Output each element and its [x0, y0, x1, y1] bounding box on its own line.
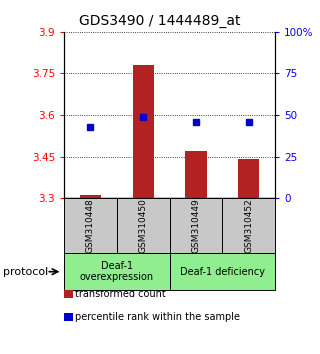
- Text: GSM310452: GSM310452: [244, 198, 253, 253]
- Text: GDS3490 / 1444489_at: GDS3490 / 1444489_at: [79, 14, 241, 28]
- Text: GSM310448: GSM310448: [86, 198, 95, 253]
- Bar: [132, 65, 154, 198]
- Bar: [238, 159, 259, 198]
- Text: GSM310449: GSM310449: [191, 198, 201, 253]
- Bar: [80, 195, 101, 198]
- Text: transformed count: transformed count: [75, 289, 166, 299]
- Text: Deaf-1 deficiency: Deaf-1 deficiency: [180, 267, 265, 277]
- Text: protocol: protocol: [3, 267, 48, 277]
- Text: Deaf-1
overexpression: Deaf-1 overexpression: [80, 261, 154, 282]
- Text: GSM310450: GSM310450: [139, 198, 148, 253]
- Text: percentile rank within the sample: percentile rank within the sample: [75, 312, 240, 322]
- Bar: [185, 151, 207, 198]
